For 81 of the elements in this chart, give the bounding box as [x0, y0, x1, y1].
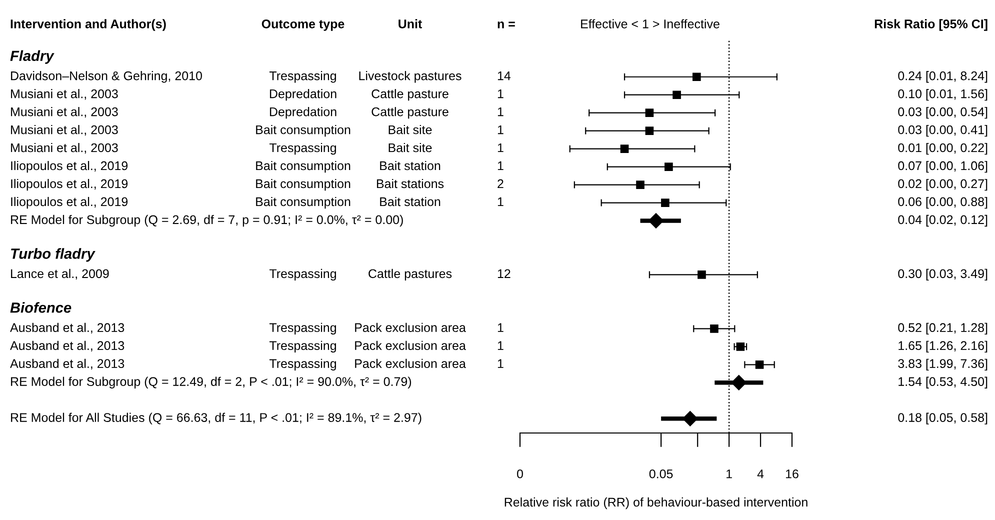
y-tick-label: Turbo fladry	[11, 248, 96, 262]
text: Pack exclusion area	[355, 340, 466, 350]
text: Intervention and Author(s)	[10, 19, 166, 31]
text: 0.03 [0.00, 0.41]	[898, 125, 988, 137]
text: Bait stations	[376, 178, 444, 188]
y-tick-label: Musiani et al., 2003	[11, 107, 118, 118]
text: 1	[498, 323, 504, 332]
text: Cattle pastures	[368, 268, 452, 281]
text: 0.24 [0.01, 8.24]	[898, 71, 988, 83]
text: Outcome type	[262, 20, 344, 31]
y-tick-label: Iliopoulos et al., 2019	[11, 160, 128, 173]
y-tick-label: Musiani et al., 2003	[11, 89, 118, 100]
text: Pack exclusion area	[355, 322, 466, 332]
text: 0.10 [0.01, 1.56]	[898, 89, 988, 101]
text: 2	[498, 179, 504, 188]
y-tick-label: Ausband et al., 2013	[10, 340, 124, 352]
text: Bait station	[380, 196, 440, 206]
text: 0.52 [0.21, 1.28]	[898, 322, 988, 335]
text: Trespassing	[269, 322, 336, 335]
y-tick-label: RE Model for Subgroup (Q = 2.69, df = 7, p = 0.91; I² = 0.0%, τ² = 0.00)	[11, 214, 403, 227]
text: Livestock pastures	[359, 71, 462, 83]
text: Depredation	[270, 107, 336, 119]
text: 0.01 [0.00, 0.22]	[898, 142, 988, 155]
text: 0.04 [0.02, 0.12]	[898, 214, 988, 227]
y-tick-label: Ausband et al., 2013	[10, 358, 124, 370]
text: Bait site	[388, 125, 432, 134]
text: Trespassing	[269, 142, 336, 155]
text: Bait consumption	[256, 178, 350, 191]
y-tick-label: Fladry	[10, 50, 54, 64]
text: n =	[498, 22, 515, 28]
x-tick-label: 0.05	[649, 469, 673, 478]
text: 3.83 [1.99, 7.36]	[898, 358, 988, 370]
text: Effective < 1 > Ineffective	[581, 19, 720, 28]
text: 12	[498, 269, 510, 278]
y-tick-label: RE Model for All Studies (Q = 66.63, df = 11, P < .01; I² = 89.1%, τ² = 2.97)	[11, 412, 422, 424]
x-axis-title: Relative risk ratio (RR) of behaviour‐based intervention	[504, 497, 808, 510]
text: 1	[498, 341, 504, 350]
text: Trespassing	[269, 358, 336, 370]
text: 1.65 [1.26, 2.16]	[898, 340, 988, 352]
text: Bait consumption	[256, 196, 350, 209]
y-tick-label: Iliopoulos et al., 2019	[11, 178, 128, 191]
text: 14	[498, 72, 511, 80]
x-tick-label: 1	[726, 470, 732, 478]
text: Unit	[398, 19, 422, 28]
text: Cattle pasture	[372, 107, 448, 119]
text: Trespassing	[269, 340, 336, 352]
text: 1	[498, 197, 504, 206]
text: Bait consumption	[256, 160, 350, 173]
y-tick-label: RE Model for Subgroup (Q = 12.49, df = 2, P < .01; I² = 90.0%, τ² = 0.79)	[11, 376, 412, 388]
text: Bait site	[388, 142, 432, 152]
text: 1	[498, 89, 504, 98]
y-tick-label: Lance et al., 2009	[11, 268, 109, 280]
text: Trespassing	[269, 71, 336, 83]
text: Trespassing	[269, 268, 336, 281]
text: 1	[498, 359, 504, 368]
x-tick-label: 0	[517, 469, 523, 478]
y-tick-label: Musiani et al., 2003	[11, 125, 118, 136]
y-tick-label: Iliopoulos et al., 2019	[11, 196, 128, 209]
text: 1	[498, 125, 504, 134]
text: 1	[498, 143, 504, 152]
x-tick-label: 16	[786, 469, 798, 478]
text: Pack exclusion area	[355, 358, 466, 368]
text: Risk Ratio [95% CI]	[874, 19, 988, 31]
y-tick-label: Biofence	[10, 302, 72, 313]
text: 0.06 [0.00, 0.88]	[898, 196, 988, 209]
text: 0.02 [0.00, 0.27]	[898, 178, 988, 191]
text: Bait station	[380, 160, 440, 170]
text: 1	[498, 161, 504, 170]
y-tick-label: Davidson–Nelson & Gehring, 2010	[11, 71, 202, 83]
x-tick-label: 4	[757, 470, 764, 478]
y-tick-label: Ausband et al., 2013	[10, 322, 124, 334]
text: 0.30 [0.03, 3.49]	[898, 268, 988, 281]
text: 0.18 [0.05, 0.58]	[898, 412, 988, 424]
text: 1	[498, 107, 504, 116]
text: Cattle pasture	[372, 89, 448, 101]
text: 0.07 [0.00, 1.06]	[898, 160, 988, 173]
text: Bait consumption	[256, 125, 350, 137]
text: 0.03 [0.00, 0.54]	[898, 107, 988, 119]
text: Depredation	[270, 89, 336, 101]
text: 1.54 [0.53, 4.50]	[898, 376, 988, 388]
y-tick-label: Musiani et al., 2003	[11, 142, 118, 154]
